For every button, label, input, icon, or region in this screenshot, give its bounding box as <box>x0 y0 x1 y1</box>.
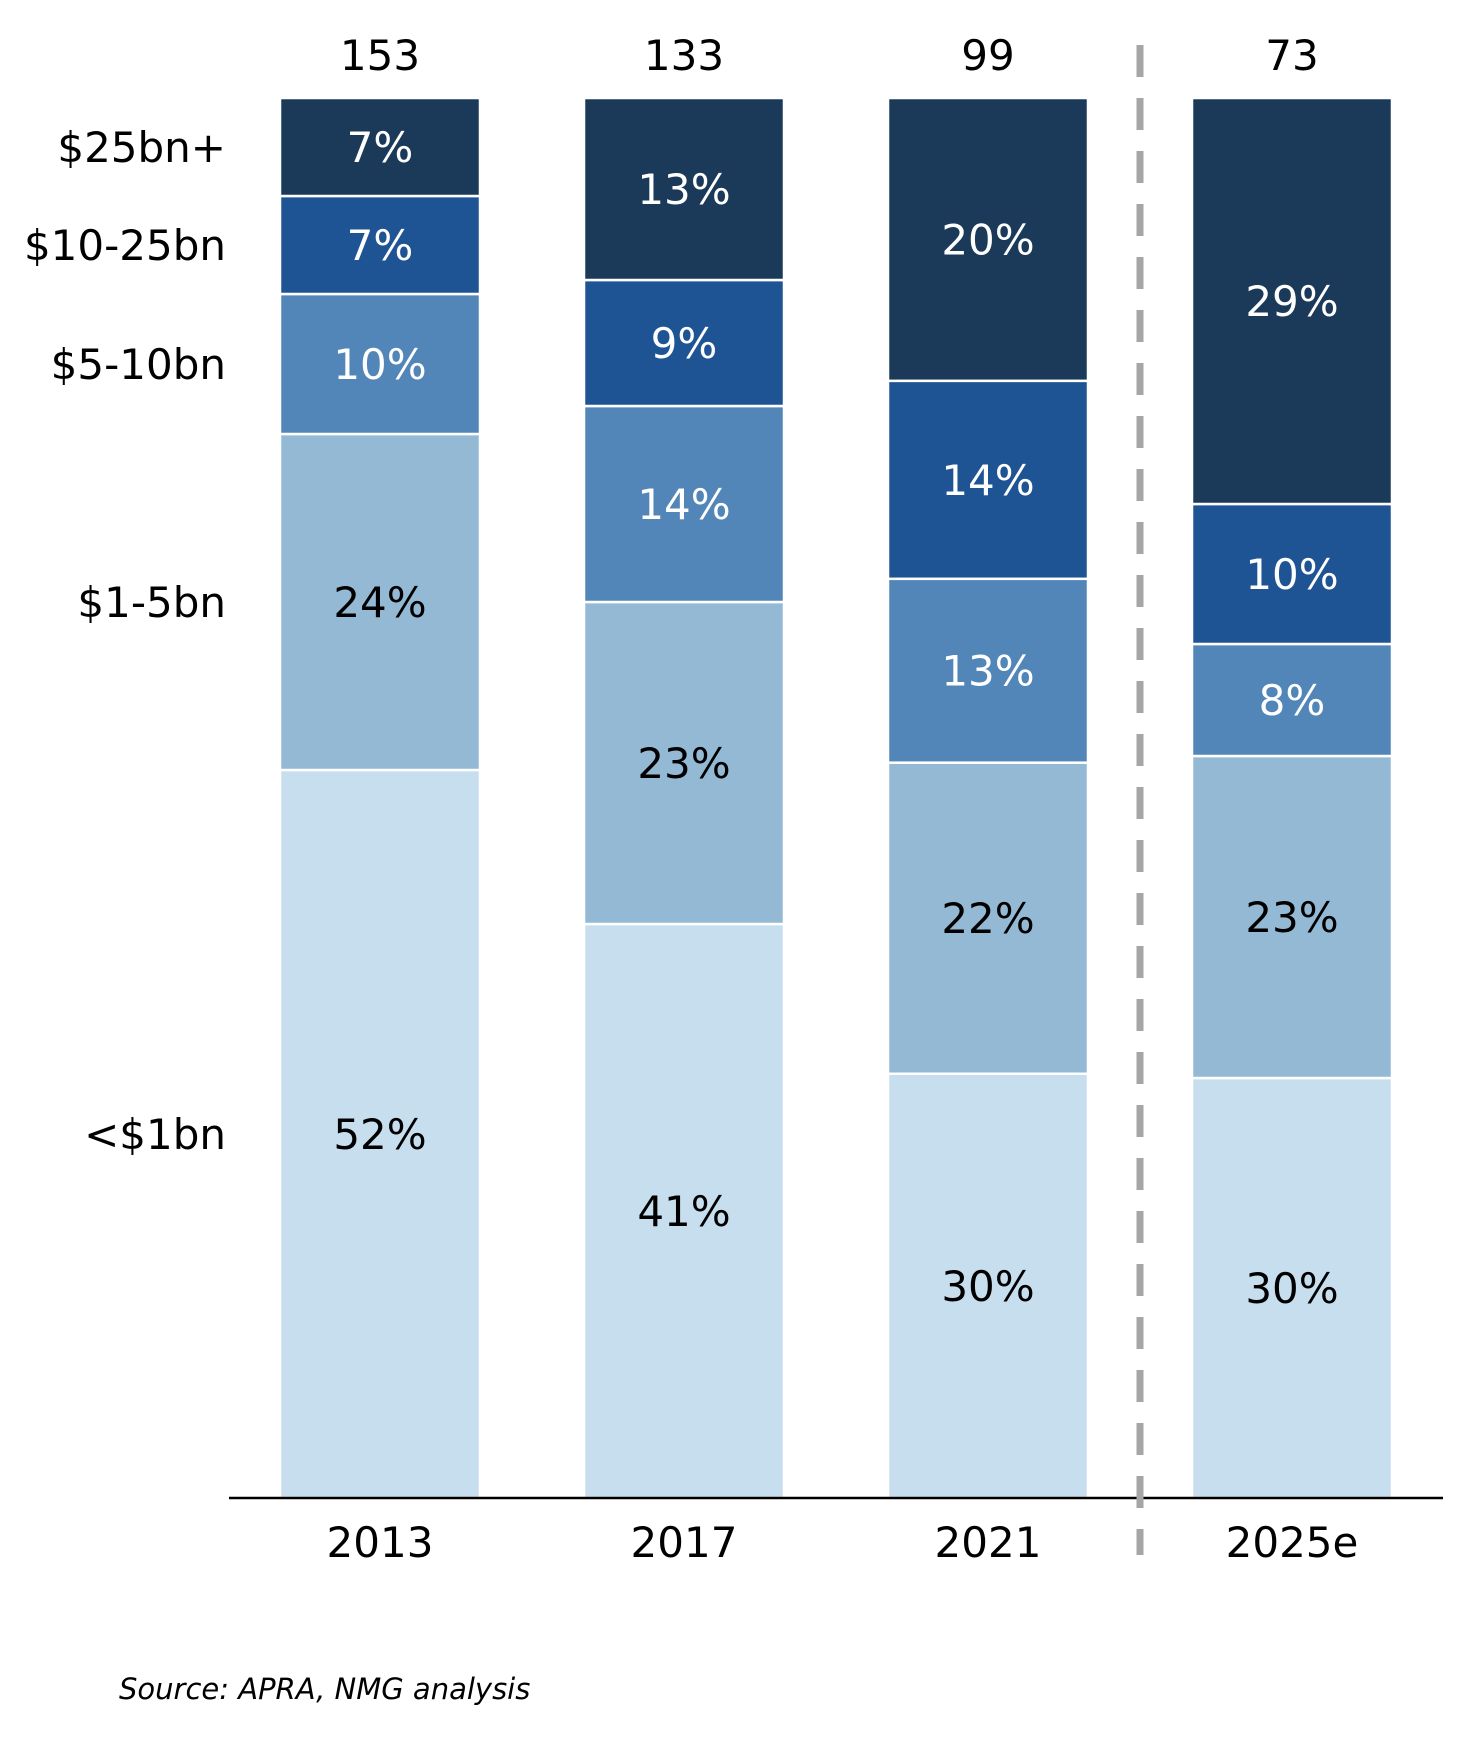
bar-segment-5-10bn-2021 <box>886 577 1090 764</box>
bar-segment-1bn-2017 <box>582 922 786 1500</box>
bar-segment-1bn-2025e <box>1190 1076 1394 1500</box>
bar-segment-10-25bn-2017 <box>582 278 786 408</box>
data-label-10-25bn-2013: 7% <box>347 221 414 270</box>
x-tick-label-2013: 2013 <box>327 1518 434 1567</box>
total-label-2021: 99 <box>961 31 1014 80</box>
bars-layer <box>278 96 1394 1500</box>
x-tick-label-2021: 2021 <box>935 1518 1042 1567</box>
bar-segment-1-5bn-2017 <box>582 600 786 926</box>
legend-label-1-5bn: $1-5bn <box>77 578 226 627</box>
data-label-5-10bn-2017: 14% <box>637 480 730 529</box>
x-tick-label-2017: 2017 <box>631 1518 738 1567</box>
total-label-2017: 133 <box>644 31 724 80</box>
data-label-1bn-2025e: 30% <box>1245 1264 1338 1313</box>
legend-label-1bn: <$1bn <box>84 1110 226 1159</box>
bar-segment-25bn-2021 <box>886 96 1090 383</box>
bar-segment-10-25bn-2025e <box>1190 502 1394 646</box>
bar-segment-25bn-2013 <box>278 96 482 198</box>
bar-segment-1-5bn-2021 <box>886 761 1090 1076</box>
data-label-5-10bn-2021: 13% <box>941 647 1034 696</box>
x-tick-label-2025e: 2025e <box>1226 1518 1359 1567</box>
total-label-2025e: 73 <box>1265 31 1318 80</box>
data-label-1-5bn-2013: 24% <box>333 578 426 627</box>
data-label-1bn-2021: 30% <box>941 1262 1034 1311</box>
bar-segment-1-5bn-2013 <box>278 432 482 772</box>
data-label-10-25bn-2021: 14% <box>941 456 1034 505</box>
labels-layer: 52% 24% 10% 7% 7% 153 2013 41% 23% 14% 9% 13% 133 201… <box>24 31 1358 1567</box>
bar-segment-25bn-2017 <box>582 96 786 282</box>
data-label-1-5bn-2017: 23% <box>637 739 730 788</box>
data-label-25bn-2025e: 29% <box>1245 277 1338 326</box>
bar-segment-5-10bn-2025e <box>1190 642 1394 758</box>
data-label-1bn-2013: 52% <box>333 1110 426 1159</box>
data-label-1-5bn-2021: 22% <box>941 894 1034 943</box>
legend-label-5-10bn: $5-10bn <box>51 340 226 389</box>
data-label-25bn-2017: 13% <box>637 165 730 214</box>
bar-segment-5-10bn-2017 <box>582 404 786 604</box>
data-label-5-10bn-2025e: 8% <box>1259 676 1326 725</box>
source-note: Source: APRA, NMG analysis <box>119 1672 531 1706</box>
data-label-25bn-2013: 7% <box>347 123 414 172</box>
bar-segment-1bn-2013 <box>278 768 482 1500</box>
total-label-2013: 153 <box>340 31 420 80</box>
bar-segment-1-5bn-2025e <box>1190 754 1394 1080</box>
bar-segment-25bn-2025e <box>1190 96 1394 506</box>
data-label-10-25bn-2017: 9% <box>651 319 718 368</box>
data-label-25bn-2021: 20% <box>941 215 1034 264</box>
data-label-1bn-2017: 41% <box>637 1187 730 1236</box>
data-label-10-25bn-2025e: 10% <box>1245 550 1338 599</box>
bar-segment-10-25bn-2013 <box>278 194 482 296</box>
bar-segment-1bn-2021 <box>886 1072 1090 1500</box>
data-label-5-10bn-2013: 10% <box>333 340 426 389</box>
legend-label-10-25bn: $10-25bn <box>24 221 226 270</box>
legend-label-25bn: $25bn+ <box>57 123 226 172</box>
data-label-1-5bn-2025e: 23% <box>1245 893 1338 942</box>
